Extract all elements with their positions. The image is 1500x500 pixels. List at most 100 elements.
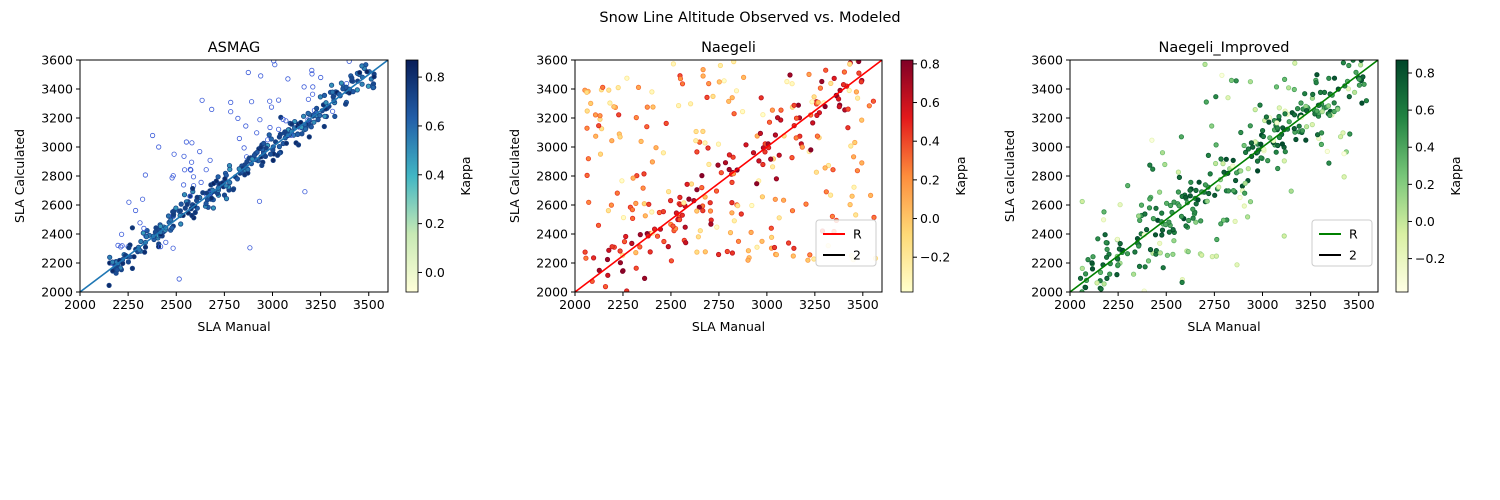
scatter-point xyxy=(1094,280,1100,286)
scatter-point xyxy=(285,76,291,82)
scatter-point xyxy=(870,98,877,104)
scatter-point xyxy=(729,95,735,101)
scatter-point xyxy=(1260,128,1266,134)
scatter-point xyxy=(1164,200,1170,206)
x-tick-label: 2750 xyxy=(1198,297,1230,312)
scatter-point xyxy=(768,156,774,162)
scatter-point xyxy=(119,231,125,237)
scatter-point xyxy=(137,220,143,226)
scatter-point xyxy=(708,221,714,227)
scatter-point xyxy=(858,79,864,85)
scatter-point xyxy=(181,182,187,188)
scatter-point xyxy=(210,205,216,211)
scatter-point xyxy=(663,120,669,127)
scatter-point xyxy=(1345,86,1352,92)
scatter-point xyxy=(288,121,295,127)
scatter-point xyxy=(241,145,247,151)
scatter-point xyxy=(1149,137,1155,143)
scatter-point xyxy=(1327,112,1333,119)
colorbar-tick-label: 0.4 xyxy=(920,134,940,149)
scatter-point xyxy=(299,131,305,137)
scatter-point xyxy=(605,208,612,214)
scatter-point xyxy=(718,170,724,176)
scatter-point xyxy=(633,265,639,271)
y-tick-label: 2600 xyxy=(1031,198,1063,213)
scatter-point xyxy=(1331,75,1338,81)
scatter-point xyxy=(118,244,124,250)
scatter-point xyxy=(275,97,282,103)
scatter-point xyxy=(1291,112,1298,118)
y-tick-label: 2200 xyxy=(1031,256,1063,271)
x-tick-label: 2000 xyxy=(1054,297,1086,312)
scatter-points xyxy=(106,60,377,288)
scatter-point xyxy=(807,252,813,258)
scatter-point xyxy=(181,153,187,159)
scatter-point xyxy=(634,173,640,179)
scatter-point xyxy=(259,162,265,168)
x-tick-label: 3000 xyxy=(1247,297,1279,312)
scatter-point xyxy=(1281,158,1287,164)
scatter-point xyxy=(1279,141,1286,147)
scatter-point xyxy=(754,244,760,250)
scatter-point xyxy=(305,96,311,102)
x-tick-label: 2000 xyxy=(559,297,591,312)
scatter-point xyxy=(1196,179,1202,185)
scatter-point xyxy=(1170,251,1176,257)
y-tick-label: 2400 xyxy=(536,227,568,242)
scatter-point xyxy=(813,169,820,175)
scatter-point xyxy=(1341,151,1347,157)
scatter-point xyxy=(1245,146,1252,152)
x-tick-label: 3250 xyxy=(1295,297,1327,312)
y-tick-label: 2800 xyxy=(1031,169,1063,184)
scatter-point xyxy=(257,117,263,123)
scatter-point xyxy=(156,144,162,150)
colorbar xyxy=(900,59,914,293)
scatter-point xyxy=(608,202,615,208)
scatter-point xyxy=(1138,202,1145,208)
scatter-point xyxy=(849,193,855,199)
scatter-point xyxy=(596,123,602,129)
scatter-point xyxy=(1267,135,1273,141)
x-tick-label: 3000 xyxy=(751,297,783,312)
scatter-point xyxy=(836,104,842,110)
scatter-point xyxy=(840,82,847,88)
scatter-point xyxy=(1186,217,1192,224)
scatter-point xyxy=(771,244,778,251)
scatter-point xyxy=(318,74,324,81)
legend: R2 xyxy=(815,219,877,267)
scatter-point xyxy=(143,234,150,240)
panel-title: Naegeli xyxy=(701,40,756,56)
scatter-point xyxy=(633,250,639,256)
scatter-point xyxy=(1183,223,1189,229)
x-tick-label: 3500 xyxy=(1343,297,1375,312)
scatter-point xyxy=(1280,125,1286,131)
scatter-point xyxy=(640,185,646,191)
scatter-point xyxy=(1150,166,1156,172)
scatter-point xyxy=(805,257,811,263)
scatter-point xyxy=(1136,213,1142,219)
scatter-point xyxy=(774,115,781,121)
scatter-point xyxy=(133,207,139,214)
scatter-point xyxy=(249,99,255,105)
scatter-point xyxy=(665,189,672,195)
scatter-point xyxy=(1234,262,1240,268)
scatter-point xyxy=(1160,265,1166,271)
colorbar xyxy=(1395,59,1409,293)
scatter-point xyxy=(1146,205,1153,211)
scatter-point xyxy=(756,158,762,164)
scatter-point xyxy=(126,199,132,205)
scatter-point xyxy=(1223,156,1229,162)
scatter-point xyxy=(308,124,314,130)
scatter-point xyxy=(1265,158,1271,164)
scatter-point xyxy=(189,159,195,165)
scatter-point xyxy=(1276,105,1282,111)
scatter-point xyxy=(1152,232,1159,238)
scatter-point xyxy=(1241,203,1247,209)
scatter-point xyxy=(629,240,635,246)
scatter-point xyxy=(1213,94,1219,100)
scatter-point xyxy=(125,259,131,265)
scatter-point xyxy=(1338,134,1344,140)
y-tick-label: 2800 xyxy=(41,169,73,184)
scatter-point xyxy=(188,167,194,173)
scatter-point xyxy=(803,201,809,207)
